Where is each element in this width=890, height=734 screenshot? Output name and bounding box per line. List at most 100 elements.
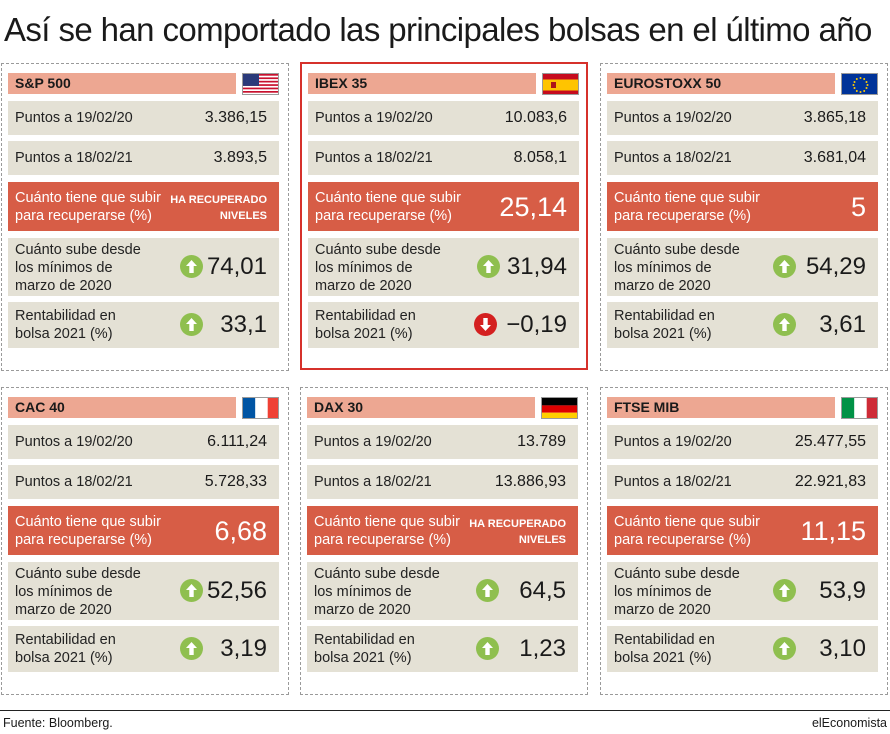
index-name: DAX 30 bbox=[307, 397, 535, 418]
to-recover-label: Cuánto tiene que subir para recuperarse … bbox=[15, 514, 161, 548]
to-recover-value: 6,68 bbox=[214, 516, 267, 546]
index-card-ibex35: IBEX 35 Puntos a 19/02/20 10.083,6 Punto… bbox=[300, 62, 588, 370]
points-2020-label: Puntos a 19/02/20 bbox=[15, 110, 133, 126]
points-2021-row: Puntos a 18/02/21 22.921,83 bbox=[607, 465, 878, 499]
to-recover-row: Cuánto tiene que subir para recuperarse … bbox=[607, 506, 878, 555]
up-arrow-icon bbox=[773, 579, 796, 602]
page-title: Así se han comportado las principales bo… bbox=[4, 11, 872, 48]
ytd-return-value: 3,19 bbox=[220, 635, 267, 662]
ytd-return-value: 1,23 bbox=[519, 635, 566, 662]
spain-flag-icon bbox=[542, 73, 579, 95]
to-recover-label: Cuánto tiene que subir para recuperarse … bbox=[15, 190, 161, 224]
ytd-return-row: Rentabilidad en bolsa 2021 (%) 3,10 bbox=[607, 626, 878, 672]
ytd-return-row: Rentabilidad en bolsa 2021 (%) 3,19 bbox=[8, 626, 279, 672]
points-2021-row: Puntos a 18/02/21 3.681,04 bbox=[607, 141, 878, 175]
to-recover-label: Cuánto tiene que subir para recuperarse … bbox=[614, 190, 760, 224]
rise-from-lows-label: Cuánto sube desde los mínimos de marzo d… bbox=[614, 566, 740, 618]
points-2021-value: 8.058,1 bbox=[513, 149, 567, 166]
ytd-return-label: Rentabilidad en bolsa 2021 (%) bbox=[15, 308, 116, 342]
points-2021-value: 3.681,04 bbox=[803, 149, 866, 166]
source-note: Fuente: Bloomberg. bbox=[3, 716, 113, 730]
points-2021-label: Puntos a 18/02/21 bbox=[15, 474, 133, 490]
ytd-return-label: Rentabilidad en bolsa 2021 (%) bbox=[314, 632, 415, 666]
to-recover-label: Cuánto tiene que subir para recuperarse … bbox=[314, 514, 460, 548]
points-2021-label: Puntos a 18/02/21 bbox=[614, 150, 732, 166]
points-2021-value: 13.886,93 bbox=[494, 473, 566, 490]
points-2021-label: Puntos a 18/02/21 bbox=[314, 474, 432, 490]
ytd-return-label: Rentabilidad en bolsa 2021 (%) bbox=[315, 308, 416, 342]
points-2020-value: 3.865,18 bbox=[803, 109, 866, 126]
ytd-return-value: −0,19 bbox=[506, 311, 567, 338]
ytd-return-row: Rentabilidad en bolsa 2021 (%) 1,23 bbox=[307, 626, 578, 672]
points-2020-row: Puntos a 19/02/20 25.477,55 bbox=[607, 425, 878, 459]
rise-from-lows-value: 53,9 bbox=[819, 577, 866, 604]
france-flag-icon bbox=[242, 397, 279, 419]
index-name: S&P 500 bbox=[8, 73, 236, 94]
rise-from-lows-row: Cuánto sube desde los mínimos de marzo d… bbox=[307, 562, 578, 620]
points-2021-row: Puntos a 18/02/21 8.058,1 bbox=[308, 141, 579, 175]
rise-from-lows-row: Cuánto sube desde los mínimos de marzo d… bbox=[308, 238, 579, 296]
to-recover-value: 5 bbox=[850, 192, 866, 222]
points-2021-value: 5.728,33 bbox=[204, 473, 267, 490]
points-2021-row: Puntos a 18/02/21 5.728,33 bbox=[8, 465, 279, 499]
rise-from-lows-row: Cuánto sube desde los mínimos de marzo d… bbox=[8, 562, 279, 620]
to-recover-label: Cuánto tiene que subir para recuperarse … bbox=[315, 190, 461, 224]
points-2021-label: Puntos a 18/02/21 bbox=[15, 150, 133, 166]
points-2021-row: Puntos a 18/02/21 3.893,5 bbox=[8, 141, 279, 175]
down-arrow-icon bbox=[474, 313, 497, 336]
points-2020-row: Puntos a 19/02/20 10.083,6 bbox=[308, 101, 579, 135]
ytd-return-label: Rentabilidad en bolsa 2021 (%) bbox=[614, 308, 715, 342]
up-arrow-icon bbox=[180, 255, 203, 278]
points-2020-label: Puntos a 19/02/20 bbox=[614, 110, 732, 126]
index-card-ftsemib: FTSE MIB Puntos a 19/02/20 25.477,55 Pun… bbox=[600, 387, 888, 695]
ytd-return-row: Rentabilidad en bolsa 2021 (%) 3,61 bbox=[607, 302, 878, 348]
eu-flag-icon bbox=[841, 73, 878, 95]
rise-from-lows-row: Cuánto sube desde los mínimos de marzo d… bbox=[607, 562, 878, 620]
up-arrow-icon bbox=[477, 255, 500, 278]
points-2020-row: Puntos a 19/02/20 13.789 bbox=[307, 425, 578, 459]
rise-from-lows-row: Cuánto sube desde los mínimos de marzo d… bbox=[607, 238, 878, 296]
rise-from-lows-value: 52,56 bbox=[206, 577, 267, 604]
points-2020-value: 10.083,6 bbox=[504, 109, 567, 126]
footer-divider bbox=[0, 710, 890, 711]
italy-flag-icon bbox=[841, 397, 878, 419]
rise-from-lows-label: Cuánto sube desde los mínimos de marzo d… bbox=[614, 242, 740, 294]
up-arrow-icon bbox=[180, 579, 203, 602]
to-recover-row: Cuánto tiene que subir para recuperarse … bbox=[8, 506, 279, 555]
to-recover-value: 11,15 bbox=[800, 516, 866, 546]
rise-from-lows-label: Cuánto sube desde los mínimos de marzo d… bbox=[15, 566, 141, 618]
points-2020-row: Puntos a 19/02/20 6.111,24 bbox=[8, 425, 279, 459]
usa-flag-icon bbox=[242, 73, 279, 95]
index-name: IBEX 35 bbox=[308, 73, 536, 94]
points-2021-label: Puntos a 18/02/21 bbox=[315, 150, 433, 166]
points-2020-label: Puntos a 19/02/20 bbox=[614, 434, 732, 450]
points-2021-value: 22.921,83 bbox=[794, 473, 866, 490]
up-arrow-icon bbox=[773, 255, 796, 278]
points-2020-value: 25.477,55 bbox=[794, 433, 866, 450]
brand-logo: elEconomista bbox=[811, 716, 887, 730]
points-2020-label: Puntos a 19/02/20 bbox=[15, 434, 133, 450]
points-2021-label: Puntos a 18/02/21 bbox=[614, 474, 732, 490]
ytd-return-value: 3,10 bbox=[819, 635, 866, 662]
rise-from-lows-row: Cuánto sube desde los mínimos de marzo d… bbox=[8, 238, 279, 296]
to-recover-row: Cuánto tiene que subir para recuperarse … bbox=[607, 182, 878, 231]
rise-from-lows-label: Cuánto sube desde los mínimos de marzo d… bbox=[15, 242, 141, 294]
rise-from-lows-value: 64,5 bbox=[519, 577, 566, 604]
ytd-return-label: Rentabilidad en bolsa 2021 (%) bbox=[614, 632, 715, 666]
points-2020-value: 13.789 bbox=[517, 433, 566, 450]
up-arrow-icon bbox=[773, 313, 796, 336]
to-recover-row: Cuánto tiene que subir para recuperarse … bbox=[307, 506, 578, 555]
rise-from-lows-value: 31,94 bbox=[506, 253, 567, 280]
ytd-return-label: Rentabilidad en bolsa 2021 (%) bbox=[15, 632, 116, 666]
points-2020-value: 3.386,15 bbox=[204, 109, 267, 126]
ytd-return-value: 33,1 bbox=[220, 311, 267, 338]
points-2020-value: 6.111,24 bbox=[207, 433, 267, 450]
rise-from-lows-label: Cuánto sube desde los mínimos de marzo d… bbox=[315, 242, 441, 294]
index-name: FTSE MIB bbox=[607, 397, 835, 418]
index-name: EUROSTOXX 50 bbox=[607, 73, 835, 94]
points-2020-row: Puntos a 19/02/20 3.386,15 bbox=[8, 101, 279, 135]
up-arrow-icon bbox=[180, 313, 203, 336]
to-recover-row: Cuánto tiene que subir para recuperarse … bbox=[8, 182, 279, 231]
up-arrow-icon bbox=[773, 637, 796, 660]
to-recover-value: 25,14 bbox=[499, 192, 567, 222]
